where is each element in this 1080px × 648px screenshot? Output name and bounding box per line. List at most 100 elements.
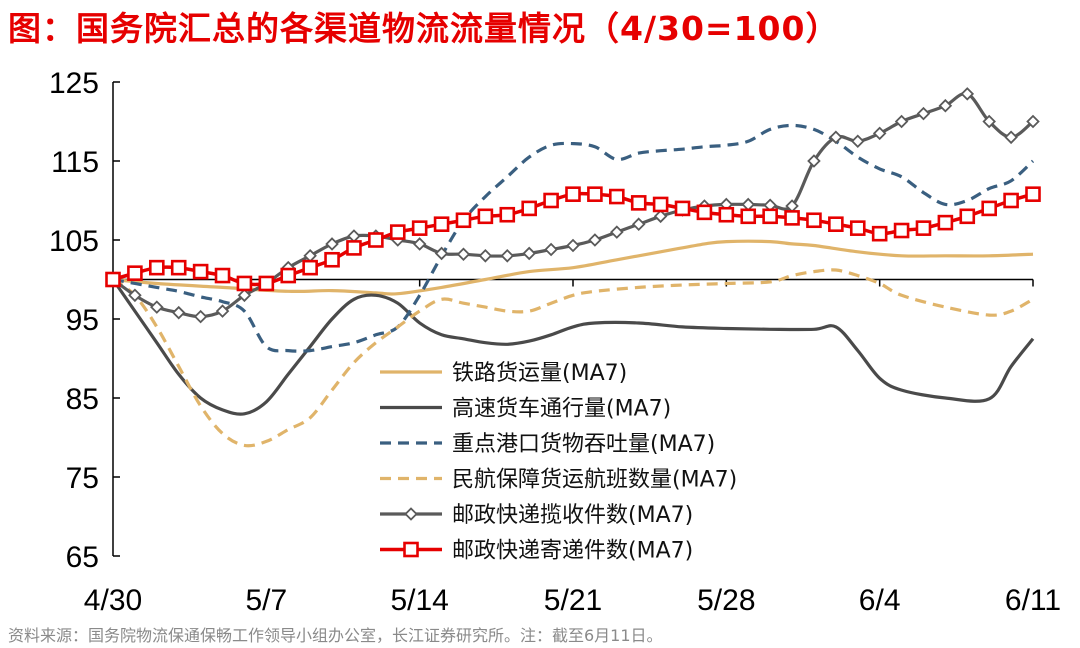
legend-label: 邮政快递寄递件数(MA7) [452,539,693,564]
x-tick-label: 5/28 [697,584,755,617]
x-tick-label: 6/4 [859,584,901,617]
series-6-marker [871,225,888,242]
legend-marker [403,541,419,558]
legend-label: 高速货车通行量(MA7) [452,397,671,422]
series-6-marker [455,212,472,229]
series-5-marker [434,246,449,261]
series-5-marker [412,237,427,251]
series-6-marker [937,214,954,231]
series-5-marker [741,197,756,212]
x-tick-label: 5/7 [245,584,287,617]
legend-item: 高速货车通行量(MA7) [380,397,671,422]
series-6-marker [236,275,253,292]
series-layer [105,87,1041,448]
series-6-marker [499,206,516,223]
series-6-marker [258,275,275,292]
series-5-marker [237,288,252,303]
series-2 [111,278,1035,416]
series-6-marker [609,188,625,205]
series-6-marker [192,263,209,280]
series-6-marker [806,212,822,229]
series-5-marker [171,305,186,320]
legend-item: 重点港口货物吞吐量(MA7) [380,432,715,457]
series-6-marker [280,267,297,284]
series-5-marker [544,242,558,257]
series-6-marker [565,186,581,202]
legend-item: 邮政快递揽收件数(MA7) [380,503,693,528]
series-5-marker [215,304,230,318]
series-6-marker [521,200,537,217]
series-6-marker [674,200,691,217]
series-6-marker [389,224,406,240]
series-6-marker [981,200,997,217]
chart-title: 图：国务院汇总的各渠道物流流量情况（4/30=100） [8,9,840,48]
series-5-marker [982,114,996,129]
series-6-marker [828,216,844,232]
series-5-marker [653,209,668,224]
series-1 [112,239,1034,296]
series-line-2 [111,278,1035,416]
series-5-marker [325,237,339,251]
series-6-marker [346,240,362,256]
series-6-marker [1003,192,1019,209]
series-5-marker [610,225,624,239]
legend-label: 民航保障货运航班数量(MA7) [452,468,737,493]
series-6-marker [433,216,450,232]
legend-label: 铁路货运量(MA7) [452,361,627,386]
legend-label: 邮政快递揽收件数(MA7) [452,503,693,528]
series-5-marker [894,114,909,129]
series-6-marker [368,232,384,248]
series-6-marker [849,220,866,236]
legend-marker [404,507,418,521]
series-5-marker [347,229,361,243]
series-5-marker [478,249,493,263]
y-tick-label: 115 [51,146,99,179]
series-5-marker [938,98,953,113]
x-tick-label: 4/30 [84,584,142,617]
chart: 65 75 85 95 105 115 125 4/30 5/7 5/14 5/21 5/28 6/4 6… [49,67,1061,617]
series-5-marker [916,106,931,121]
series-5-marker [588,233,602,247]
series-6-marker [652,196,669,213]
series-6-marker [149,259,165,276]
series-6-marker [214,267,231,284]
x-tick-label: 6/11 [1005,584,1061,617]
legend-item: 民航保障货运航班数量(MA7) [380,468,737,493]
series-6-marker [1025,186,1041,202]
series-5-marker [522,246,536,261]
series-line-3 [112,123,1035,353]
series-5-marker [128,288,142,303]
x-tick-label: 5/21 [544,584,602,617]
series-5-marker [500,249,515,263]
y-tick-label: 65 [66,541,99,574]
series-6-marker [630,195,647,211]
series-5-marker [456,247,471,261]
y-tick-label: 95 [66,304,99,337]
series-6-marker [915,220,932,236]
y-tick-label: 85 [66,383,99,416]
series-5-marker [960,87,975,101]
series-6-marker [696,204,713,221]
series-6-marker [718,206,735,223]
series-6-marker [127,265,143,281]
series-5-marker [1026,114,1040,129]
series-5-marker [631,217,646,231]
series-5-marker [150,300,164,314]
source-note: 资料来源：国务院物流保通保畅工作领导小组办公室，长江证券研究所。注：截至6月11… [8,626,663,645]
series-6-marker [543,192,559,209]
series-line-4 [112,268,1034,448]
y-tick-label: 125 [49,67,99,100]
legend-item: 铁路货运量(MA7) [380,361,627,386]
series-6-marker [762,208,778,225]
series-6-marker [784,210,800,226]
axes: 65 75 85 95 105 115 125 4/30 5/7 5/14 5/21 5/28 6/4 6… [49,67,1061,617]
series-6-marker [587,186,603,202]
y-tick-label: 75 [66,462,99,495]
series-line-1 [112,239,1034,296]
series-6-marker [302,259,318,276]
series-5-marker [829,130,843,145]
series-6-marker [740,208,757,225]
series-5-marker [850,134,865,149]
series-4 [112,268,1034,448]
legend-label: 重点港口货物吞吐量(MA7) [452,432,715,457]
